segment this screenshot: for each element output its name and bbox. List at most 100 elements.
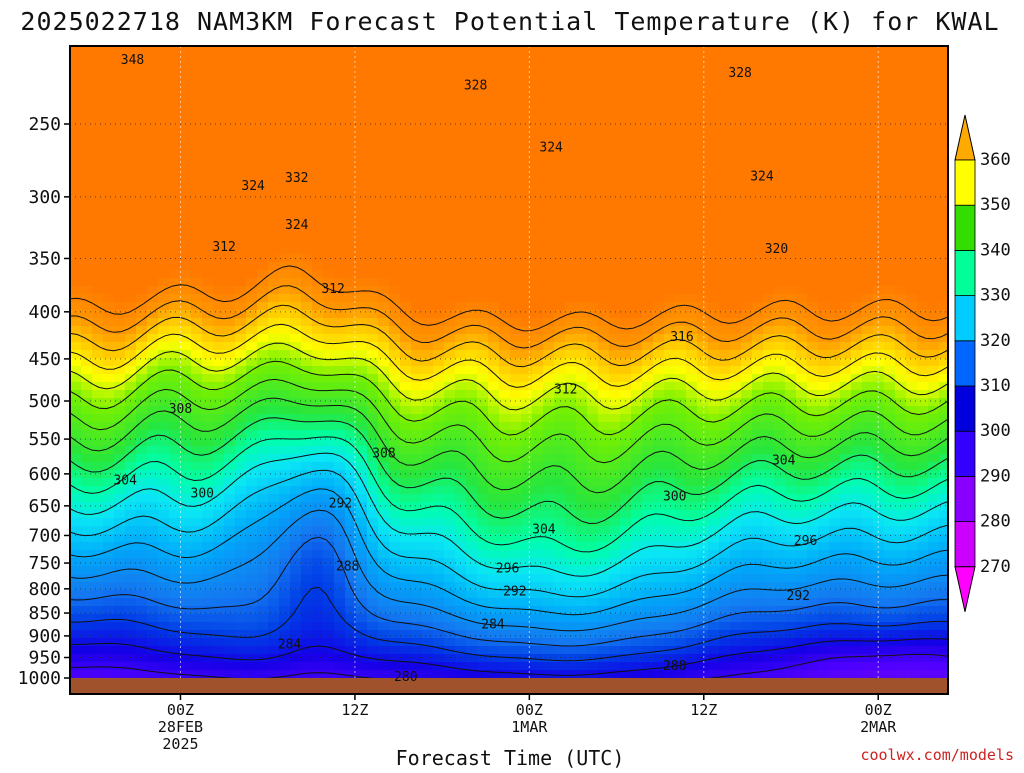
field-cell (125, 350, 137, 359)
field-cell (741, 230, 753, 239)
field-cell (917, 286, 929, 295)
field-cell (224, 446, 236, 455)
field-cell (851, 230, 863, 239)
field-cell (686, 150, 698, 159)
field-cell (664, 486, 676, 495)
field-cell (114, 70, 126, 79)
field-cell (125, 78, 137, 87)
field-cell (235, 366, 247, 375)
field-cell (862, 158, 874, 167)
field-cell (356, 366, 368, 375)
field-cell (180, 222, 192, 231)
field-cell (191, 382, 203, 391)
field-cell (301, 374, 313, 383)
field-cell (202, 470, 214, 479)
field-cell (543, 286, 555, 295)
field-cell (235, 446, 247, 455)
field-cell (312, 542, 324, 551)
field-cell (499, 526, 511, 535)
field-cell (609, 286, 621, 295)
field-cell (466, 70, 478, 79)
field-cell (268, 358, 280, 367)
field-cell (554, 518, 566, 527)
field-cell (191, 478, 203, 487)
field-cell (796, 54, 808, 63)
field-cell (488, 190, 500, 199)
field-cell (576, 254, 588, 263)
field-cell (873, 398, 885, 407)
field-cell (158, 150, 170, 159)
field-cell (400, 526, 412, 535)
field-cell (763, 342, 775, 351)
field-cell (389, 206, 401, 215)
field-cell (521, 270, 533, 279)
field-cell (378, 70, 390, 79)
field-cell (587, 350, 599, 359)
field-cell (466, 382, 478, 391)
field-cell (807, 446, 819, 455)
field-cell (367, 214, 379, 223)
field-cell (895, 230, 907, 239)
field-cell (81, 270, 93, 279)
field-cell (301, 542, 313, 551)
field-cell (169, 78, 181, 87)
field-cell (664, 406, 676, 415)
field-cell (433, 486, 445, 495)
field-cell (598, 342, 610, 351)
field-cell (576, 478, 588, 487)
field-cell (114, 78, 126, 87)
field-cell (708, 510, 720, 519)
field-cell (620, 46, 632, 55)
field-cell (697, 238, 709, 247)
field-cell (774, 422, 786, 431)
field-cell (708, 166, 720, 175)
field-cell (895, 462, 907, 471)
field-cell (565, 214, 577, 223)
field-cell (664, 510, 676, 519)
field-cell (477, 270, 489, 279)
field-cell (279, 206, 291, 215)
field-cell (543, 206, 555, 215)
field-cell (939, 342, 948, 351)
field-cell (169, 238, 181, 247)
field-cell (862, 518, 874, 527)
field-cell (873, 110, 885, 119)
field-cell (213, 406, 225, 415)
field-cell (576, 302, 588, 311)
field-cell (224, 406, 236, 415)
field-cell (620, 102, 632, 111)
field-cell (741, 134, 753, 143)
field-cell (70, 78, 82, 87)
field-cell (180, 142, 192, 151)
field-cell (147, 534, 159, 543)
field-cell (103, 166, 115, 175)
field-cell (279, 366, 291, 375)
field-cell (543, 190, 555, 199)
field-cell (851, 510, 863, 519)
field-cell (180, 342, 192, 351)
field-cell (598, 134, 610, 143)
field-cell (323, 214, 335, 223)
field-cell (785, 86, 797, 95)
field-cell (301, 382, 313, 391)
field-cell (906, 206, 918, 215)
field-cell (598, 222, 610, 231)
field-cell (884, 270, 896, 279)
field-cell (829, 518, 841, 527)
field-cell (532, 70, 544, 79)
field-cell (70, 94, 82, 103)
field-cell (796, 310, 808, 319)
field-cell (510, 454, 522, 463)
field-cell (345, 446, 357, 455)
field-cell (532, 358, 544, 367)
field-cell (840, 222, 852, 231)
field-cell (268, 430, 280, 439)
field-cell (92, 390, 104, 399)
field-cell (488, 118, 500, 127)
field-cell (367, 126, 379, 135)
field-cell (411, 246, 423, 255)
field-cell (488, 86, 500, 95)
field-cell (444, 286, 456, 295)
field-cell (202, 78, 214, 87)
field-cell (796, 414, 808, 423)
